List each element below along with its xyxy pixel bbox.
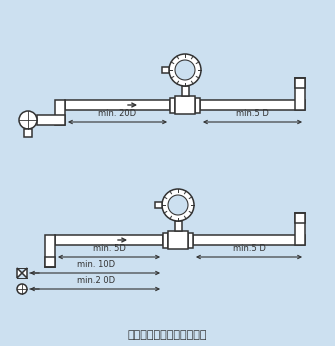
Text: 弯管、阀门和泵之间的安装: 弯管、阀门和泵之间的安装 <box>127 330 207 340</box>
Circle shape <box>175 60 195 80</box>
Text: min. 10D: min. 10D <box>77 260 116 269</box>
Bar <box>200 100 305 110</box>
Circle shape <box>19 111 37 129</box>
Bar <box>295 78 305 110</box>
Circle shape <box>162 189 194 221</box>
Bar <box>155 202 162 208</box>
Bar <box>295 213 305 245</box>
Bar <box>182 86 189 96</box>
Bar <box>45 235 55 267</box>
Bar <box>168 231 188 249</box>
Circle shape <box>17 284 27 294</box>
Bar <box>188 233 193 247</box>
Bar <box>24 129 32 137</box>
Text: min.2 0D: min.2 0D <box>77 276 116 285</box>
Text: min. 20D: min. 20D <box>98 109 137 118</box>
Bar <box>163 233 168 247</box>
Bar <box>170 98 175 112</box>
Bar <box>295 213 305 223</box>
Polygon shape <box>17 268 22 278</box>
Bar <box>195 98 200 112</box>
Bar <box>45 257 55 267</box>
Circle shape <box>168 195 188 215</box>
Text: min. 5D: min. 5D <box>92 244 125 253</box>
Polygon shape <box>22 268 27 278</box>
Bar <box>295 78 305 88</box>
Bar <box>175 221 182 231</box>
Text: min.5 D: min.5 D <box>236 109 269 118</box>
Bar <box>65 100 170 110</box>
Bar <box>193 235 305 245</box>
Bar <box>175 96 195 114</box>
Bar <box>162 67 169 73</box>
Text: min.5 D: min.5 D <box>232 244 265 253</box>
Bar <box>37 115 65 125</box>
Circle shape <box>169 54 201 86</box>
Bar <box>55 100 65 125</box>
Bar <box>55 235 163 245</box>
